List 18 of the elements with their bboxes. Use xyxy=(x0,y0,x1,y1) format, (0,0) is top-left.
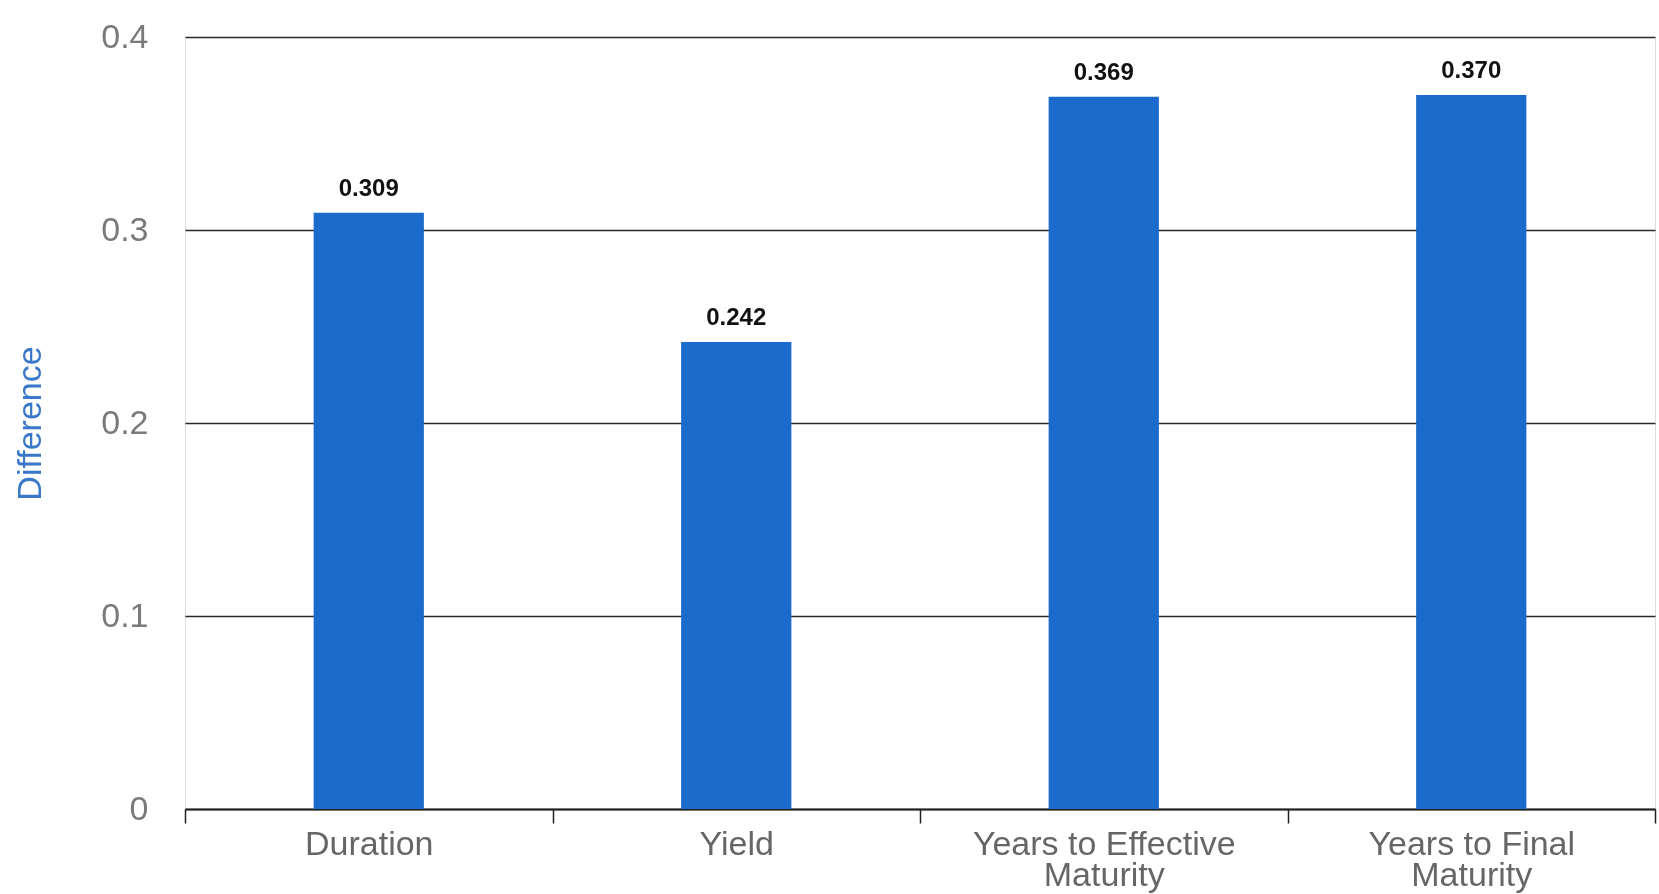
y-tick-label: 0.2 xyxy=(101,402,149,441)
bar xyxy=(1048,96,1159,809)
y-axis-title: Difference xyxy=(9,346,48,501)
data-label: 0.309 xyxy=(338,173,399,201)
y-tick-label: 0.3 xyxy=(101,209,149,248)
y-tick-label: 0 xyxy=(129,788,149,827)
data-label: 0.242 xyxy=(706,302,767,330)
x-tick-label: Years to Final Maturity xyxy=(1368,823,1576,893)
y-tick-label: 0.1 xyxy=(101,595,149,634)
x-tick-label: Yield xyxy=(699,823,774,862)
bar xyxy=(1416,94,1527,809)
bar xyxy=(313,212,424,809)
y-tick-label: 0.4 xyxy=(101,16,149,55)
x-tick-label: Duration xyxy=(304,823,434,862)
bar xyxy=(681,341,792,809)
x-tick-label: Years to Effective Maturity xyxy=(972,823,1236,893)
data-label: 0.370 xyxy=(1441,55,1502,83)
data-label: 0.369 xyxy=(1073,57,1134,85)
